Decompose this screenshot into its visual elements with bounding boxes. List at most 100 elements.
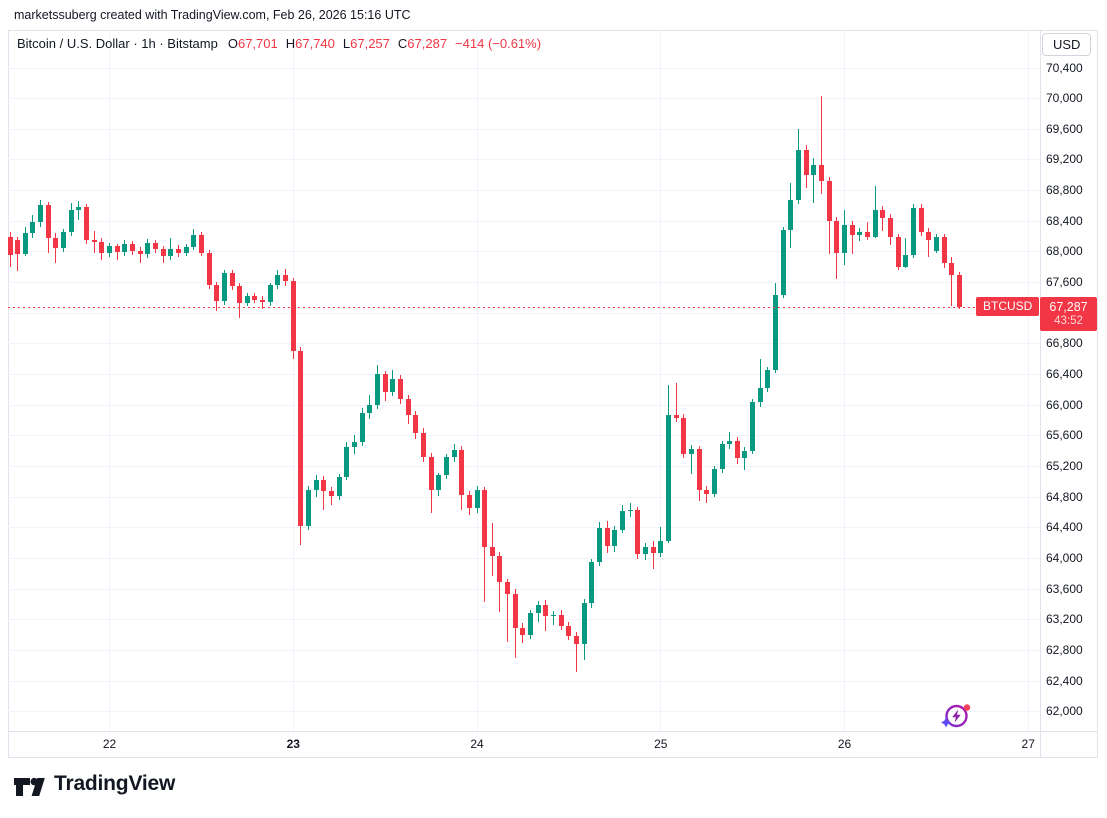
ohlc-high: H67,740 <box>285 36 335 51</box>
candle <box>336 476 342 496</box>
candle-wick <box>744 447 746 471</box>
candle <box>244 296 250 304</box>
candle-wick <box>928 228 930 257</box>
chart-legend[interactable]: Bitcoin / U.S. Dollar · 1h · Bitstamp O6… <box>17 36 541 51</box>
horizontal-gridline <box>8 374 1040 376</box>
candle <box>352 442 358 448</box>
price-axis-label: 67,600 <box>1046 275 1083 290</box>
candle <box>482 489 488 548</box>
candle <box>887 218 893 238</box>
price-axis-label: 62,800 <box>1046 643 1083 658</box>
candle <box>229 272 235 287</box>
candle <box>61 232 67 249</box>
candle <box>512 593 518 628</box>
candle-wick <box>813 157 815 203</box>
candle <box>864 232 870 237</box>
candle <box>704 489 710 495</box>
candle-wick <box>55 232 57 264</box>
price-axis-label: 68,400 <box>1046 213 1083 228</box>
candle <box>803 150 809 176</box>
time-axis-label: 23 <box>286 737 300 751</box>
candle <box>535 604 541 614</box>
candle-wick <box>821 96 823 194</box>
candle <box>84 206 90 241</box>
candle <box>949 262 955 275</box>
price-axis-label: 63,200 <box>1046 612 1083 627</box>
time-axis-label: 26 <box>837 737 852 751</box>
currency-usd-button[interactable]: USD <box>1042 33 1092 56</box>
candle <box>926 232 932 240</box>
candle <box>443 456 449 476</box>
candle <box>107 245 113 253</box>
horizontal-gridline <box>8 527 1040 529</box>
candle <box>489 547 495 556</box>
candle <box>581 603 587 644</box>
tradingview-logo[interactable]: TradingView <box>14 771 175 797</box>
candle-wick <box>17 237 19 272</box>
candle <box>359 412 365 443</box>
horizontal-gridline <box>8 343 1040 345</box>
price-axis-label: 70,400 <box>1046 60 1083 75</box>
candle-wick <box>116 243 118 261</box>
candle <box>796 150 802 200</box>
candle <box>15 240 21 254</box>
candle <box>757 387 763 403</box>
candle <box>129 244 135 252</box>
candle <box>842 225 847 253</box>
candle <box>788 199 794 230</box>
horizontal-gridline <box>8 159 1040 161</box>
horizontal-gridline <box>8 98 1040 100</box>
candle <box>99 242 105 253</box>
candle <box>566 626 572 637</box>
time-axis-label: 25 <box>654 737 668 751</box>
candle <box>367 405 373 413</box>
lightning-bolt-icon <box>952 709 961 723</box>
candle <box>895 237 901 267</box>
candle-wick <box>905 238 907 269</box>
price-axis-label: 66,800 <box>1046 336 1083 351</box>
candle-wick <box>951 257 953 306</box>
candle-wick <box>690 445 692 475</box>
candle <box>306 490 312 526</box>
candle <box>321 479 327 492</box>
spark-refresh-icon[interactable] <box>941 700 972 731</box>
candle-wick <box>331 486 333 505</box>
candle <box>811 165 817 176</box>
candle <box>466 495 472 509</box>
candle-wick <box>729 432 731 450</box>
candle <box>344 447 350 477</box>
circle-ring-icon <box>945 704 968 728</box>
candle-wick <box>93 231 95 253</box>
candle <box>505 582 511 594</box>
time-axis-label: 22 <box>102 737 117 751</box>
candle <box>658 541 664 553</box>
candle <box>221 272 227 302</box>
horizontal-gridline <box>8 558 1040 560</box>
price-axis-label: 64,000 <box>1046 551 1083 566</box>
candle <box>260 299 266 302</box>
candle <box>918 208 924 233</box>
candle <box>114 245 120 252</box>
horizontal-gridline <box>8 282 1040 284</box>
symbol-title[interactable]: Bitcoin / U.S. Dollar · 1h · Bitstamp <box>17 36 218 51</box>
candle <box>903 255 909 267</box>
candle <box>30 222 36 233</box>
candle <box>956 274 962 307</box>
price-axis-label: 69,600 <box>1046 121 1083 136</box>
horizontal-gridline <box>8 588 1040 590</box>
candle-wick <box>866 222 868 241</box>
price-axis-label: 66,400 <box>1046 367 1083 382</box>
price-axis-label: 66,000 <box>1046 397 1083 412</box>
candle <box>933 237 939 252</box>
price-axis-label: 62,000 <box>1046 704 1083 719</box>
price-axis-border <box>1040 30 1041 757</box>
candle <box>45 205 51 239</box>
candle <box>727 440 733 444</box>
candle <box>711 468 717 495</box>
candle <box>206 252 212 285</box>
ohlc-open: O67,701 <box>227 36 278 51</box>
price-axis-label: 62,400 <box>1046 673 1083 688</box>
current-price-line <box>8 306 976 308</box>
sparkle-icon <box>941 717 951 728</box>
